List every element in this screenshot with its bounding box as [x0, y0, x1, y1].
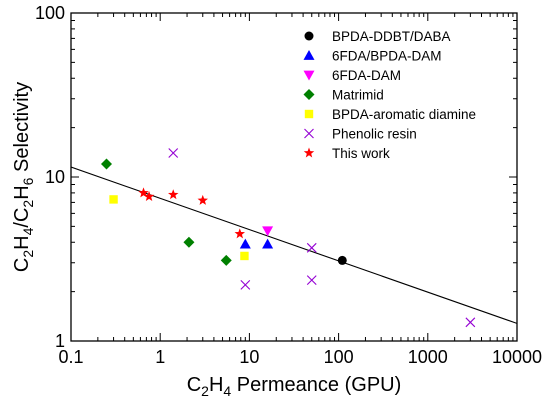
legend-marker: [304, 31, 314, 41]
legend-marker: [303, 147, 315, 158]
y-axis-title-text: H: [11, 185, 33, 199]
x-tick-label: 100: [324, 347, 354, 367]
data-point: [109, 195, 118, 204]
x-axis-title-text: Permeance (GPU): [231, 374, 401, 396]
data-point: [138, 187, 149, 198]
x-tick-label: 10000: [492, 347, 542, 367]
y-axis-title-subscript: 2: [20, 200, 36, 208]
legend-marker: [303, 70, 315, 81]
data-point: [465, 317, 476, 328]
data-point: [220, 254, 232, 266]
legend-marker: [304, 128, 314, 139]
x-axis-title-subscript: 2: [201, 383, 209, 399]
legend-label: Matrimid: [332, 88, 384, 103]
x-tick-label: 1: [155, 347, 165, 367]
y-tick-label: 100: [35, 3, 65, 23]
data-point: [143, 191, 155, 201]
legend-label: BPDA-DDBT/DABA: [332, 29, 451, 44]
data-point: [240, 279, 251, 290]
x-axis-title: C2H4 Permeance (GPU): [187, 374, 402, 399]
data-point: [262, 238, 274, 249]
data-point: [197, 194, 208, 205]
data-point: [183, 236, 195, 248]
data-point: [262, 226, 274, 237]
y-axis-title: C2H4/C2H6 Selectivity: [11, 82, 36, 272]
y-axis-title-text: H: [11, 235, 33, 249]
legend: BPDA-DDBT/DABA 6FDA/BPDA-DAM 6FDA-DAM Matri…: [303, 29, 476, 161]
y-axis-title-subscript: 6: [20, 177, 36, 185]
y-axis-title-text: Selectivity: [11, 82, 33, 178]
trend-line-group: [71, 166, 517, 324]
x-axis-title-text: C: [187, 374, 201, 396]
legend-label: BPDA-aromatic diamine: [332, 107, 476, 122]
data-point: [100, 158, 112, 170]
y-axis-title-text: C: [11, 258, 33, 272]
data-point: [239, 238, 251, 249]
y-axis-title-text: /C: [11, 208, 33, 228]
y-tick-label: 10: [45, 167, 65, 187]
plot-frame: [70, 12, 518, 342]
x-tick-label: 0.1: [58, 347, 83, 367]
x-axis-title-text: H: [209, 374, 223, 396]
y-axis-title-subscript: 2: [20, 250, 36, 258]
legend-marker: [304, 109, 314, 119]
data-point: [306, 242, 317, 253]
y-axis-title-subscript: 4: [20, 227, 36, 235]
data-point: [234, 228, 246, 239]
data-point: [240, 251, 249, 261]
legend-marker: [303, 89, 315, 100]
trend-line: [71, 166, 517, 324]
data-point: [168, 148, 179, 158]
x-axis-title-subscript: 4: [223, 383, 231, 399]
axis-ticks: [70, 12, 518, 342]
legend-label: Phenolic resin: [332, 127, 417, 142]
data-point: [306, 275, 317, 286]
y-tick-label: 1: [55, 331, 65, 351]
data-point: [168, 189, 179, 200]
legend-label: 6FDA-DAM: [332, 68, 401, 83]
data-markers: [100, 148, 476, 328]
x-tick-label: 10: [239, 347, 259, 367]
legend-marker: [303, 50, 315, 60]
data-point: [337, 255, 347, 265]
x-tick-label: 1000: [408, 347, 448, 367]
legend-label: This work: [332, 146, 390, 161]
legend-label: 6FDA/BPDA-DAM: [332, 49, 442, 64]
